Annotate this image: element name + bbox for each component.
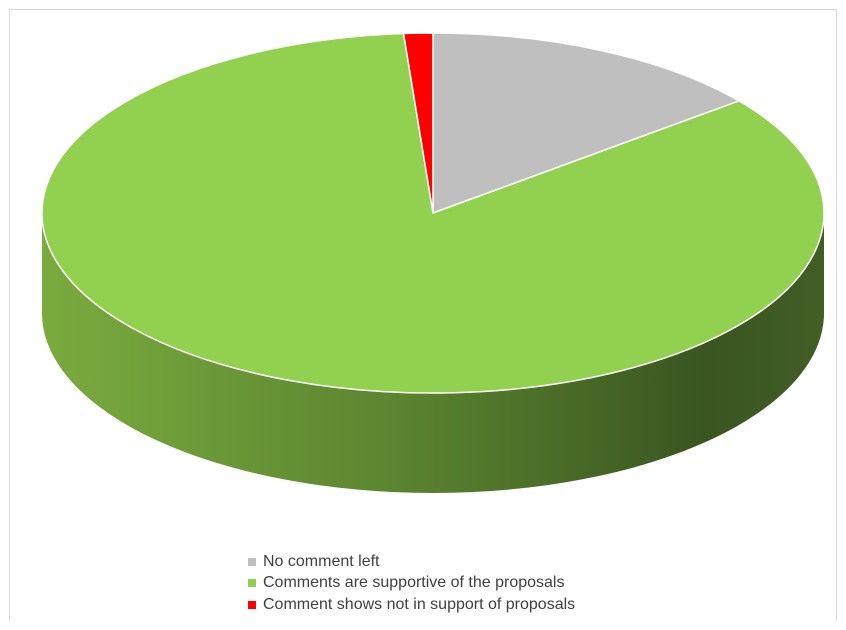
legend-label: Comment shows not in support of proposal…	[263, 595, 576, 613]
pie-slice-0	[432, 32, 740, 214]
chart-frame	[9, 9, 837, 621]
legend-swatch	[248, 579, 256, 588]
legend-item-not-supportive: Comment shows not in support of proposal…	[248, 594, 575, 616]
chart-legend: No comment left Comments are supportive …	[248, 551, 575, 616]
pie-slice-2	[402, 32, 434, 214]
legend-swatch	[248, 600, 256, 609]
legend-item-no-comment: No comment left	[248, 551, 575, 573]
legend-swatch	[248, 557, 256, 566]
pie-side-wall	[42, 213, 824, 493]
pie-top-face	[41, 32, 825, 394]
pie-side-segment	[42, 213, 824, 493]
legend-item-supportive: Comments are supportive of the proposals	[248, 573, 575, 595]
legend-label: Comments are supportive of the proposals	[263, 574, 565, 592]
legend-label: No comment left	[263, 552, 380, 570]
